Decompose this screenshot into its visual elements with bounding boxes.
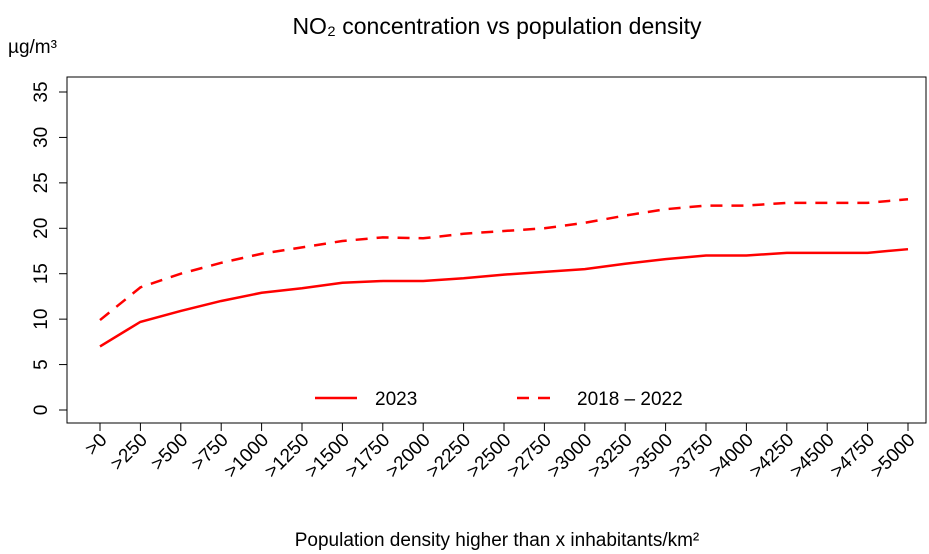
y-tick-label: 20 [31,218,52,239]
y-tick-label: 15 [31,263,52,284]
data-line [99,247,909,348]
x-tick-label: >1000 [221,430,274,483]
x-tick-label: >3250 [584,430,637,483]
x-tick-label: >0 [81,430,111,460]
x-tick-label: >2250 [423,430,476,483]
legend-label: 2023 [375,389,417,410]
x-tick-label: >500 [147,430,192,475]
x-tick-label: >4750 [827,430,880,483]
x-tick-label: >3000 [544,430,597,483]
x-tick-label: >5000 [867,430,920,483]
y-tick-label: 25 [31,172,52,193]
x-tick-label: >2000 [382,430,435,483]
x-tick-label: >3750 [665,430,718,483]
x-tick-label: >4500 [786,430,839,483]
y-tick-label: 5 [31,359,52,370]
x-tick-label: >2750 [503,430,556,483]
x-tick-label: >1250 [261,430,314,483]
chart-title: NO₂ concentration vs population density [292,13,702,39]
y-tick-label: 35 [31,81,52,102]
x-tick-label: >3500 [625,430,678,483]
x-axis-label: Population density higher than x inhabit… [295,530,700,551]
y-unit: µg/m³ [8,37,57,58]
data-line [99,197,909,322]
x-tick-label: >1750 [342,430,395,483]
x-tick-label: >2500 [463,430,516,483]
legend-label: 2018 – 2022 [577,389,683,410]
y-tick-label: 0 [31,405,52,416]
plot-box [66,76,927,424]
x-tick-label: >4250 [746,430,799,483]
x-tick-label: >250 [107,430,152,475]
x-tick-label: >1500 [301,430,354,483]
y-tick-label: 30 [31,127,52,148]
x-tick-label: >4000 [705,430,758,483]
y-tick-label: 10 [31,309,52,330]
